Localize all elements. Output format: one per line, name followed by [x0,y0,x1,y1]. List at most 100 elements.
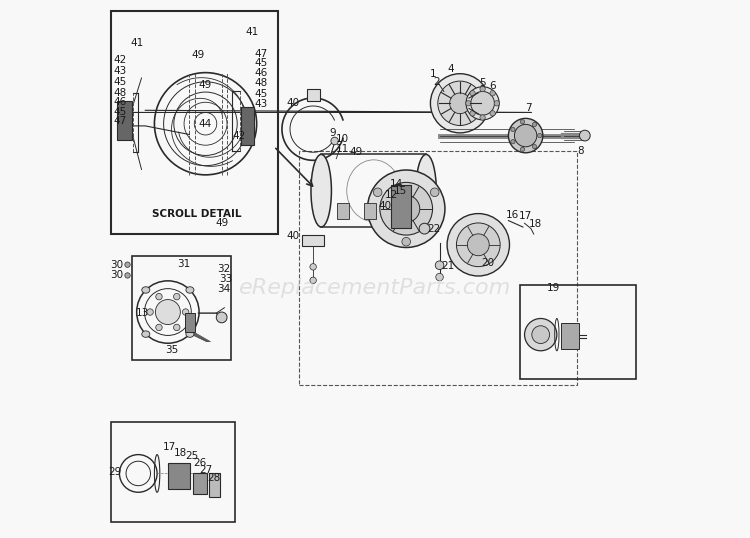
Circle shape [532,325,550,344]
Text: 48: 48 [254,79,268,88]
Circle shape [470,90,476,96]
Text: 40: 40 [286,231,300,240]
Circle shape [471,91,494,115]
Text: 4: 4 [447,64,454,74]
Bar [520,285,636,379]
Text: 41: 41 [130,38,143,48]
Text: 43: 43 [254,99,268,109]
Text: 10: 10 [336,134,350,144]
Circle shape [457,223,500,267]
Circle shape [173,324,180,331]
Bar [364,203,376,219]
Circle shape [480,115,485,120]
Text: 7: 7 [525,103,532,112]
Text: 49: 49 [199,80,212,90]
Circle shape [173,293,180,300]
Text: 46: 46 [113,97,127,107]
Ellipse shape [142,331,150,337]
Text: 29: 29 [108,468,121,477]
Text: 8: 8 [578,146,584,155]
Ellipse shape [186,287,194,293]
Text: 45: 45 [113,77,127,87]
Text: 17: 17 [163,442,176,451]
Bar [112,11,278,234]
Circle shape [156,293,162,300]
Text: 47: 47 [254,49,268,59]
Text: 19: 19 [547,283,560,293]
Circle shape [470,111,476,116]
Text: 11: 11 [336,144,350,154]
Text: 18: 18 [529,219,542,229]
Circle shape [124,273,130,278]
Ellipse shape [311,154,332,227]
Circle shape [480,87,485,92]
Circle shape [374,188,382,196]
Text: 20: 20 [482,258,494,267]
Bar [307,89,320,101]
Text: 35: 35 [165,345,178,355]
Bar [302,235,324,246]
Circle shape [430,188,439,196]
Circle shape [467,234,489,256]
Bar [112,422,235,522]
Circle shape [124,262,130,267]
Bar [168,463,190,489]
Text: 12: 12 [385,190,398,200]
Bar [209,473,220,497]
Text: 41: 41 [246,27,259,37]
Circle shape [524,318,556,351]
Text: 48: 48 [113,88,127,97]
Text: 26: 26 [194,458,207,468]
Text: 42: 42 [232,131,246,140]
Circle shape [532,122,536,126]
Text: 43: 43 [113,66,127,76]
Text: 30: 30 [110,260,123,270]
Text: 9: 9 [330,128,336,138]
Circle shape [447,214,509,276]
Text: 45: 45 [113,107,127,117]
Circle shape [511,128,515,132]
Circle shape [182,309,189,315]
Circle shape [393,195,420,222]
Text: 49: 49 [192,50,206,60]
Text: 47: 47 [113,116,127,126]
Bar [241,107,254,145]
Bar [392,203,403,219]
Ellipse shape [142,287,150,293]
Text: 17: 17 [519,211,532,221]
Text: 5: 5 [479,78,486,88]
Circle shape [331,137,338,145]
Circle shape [156,324,162,331]
Circle shape [466,101,471,106]
Circle shape [490,90,495,96]
Circle shape [436,273,443,281]
Text: 40: 40 [286,98,300,108]
Circle shape [511,139,515,144]
Text: 32: 32 [217,264,230,274]
Text: 31: 31 [178,259,190,268]
Text: 14: 14 [390,179,404,189]
Text: 45: 45 [254,89,268,99]
Text: 46: 46 [254,68,268,78]
Circle shape [438,81,482,125]
Text: 34: 34 [217,285,230,294]
Text: 49: 49 [215,218,228,228]
Text: 30: 30 [110,271,123,280]
Text: eReplacementParts.com: eReplacementParts.com [238,278,512,298]
Text: 42: 42 [113,55,127,65]
Bar [185,313,195,332]
Ellipse shape [186,331,194,337]
Text: 13: 13 [136,308,149,318]
Text: 40: 40 [378,201,392,210]
Circle shape [466,87,500,120]
Text: 27: 27 [199,465,212,475]
Circle shape [538,133,542,138]
Circle shape [402,237,410,246]
Circle shape [310,264,316,270]
Text: 49: 49 [350,147,363,157]
Text: 45: 45 [254,59,268,68]
Circle shape [532,145,536,149]
Circle shape [490,111,495,116]
Text: 16: 16 [506,210,519,220]
Text: 1: 1 [430,69,436,79]
